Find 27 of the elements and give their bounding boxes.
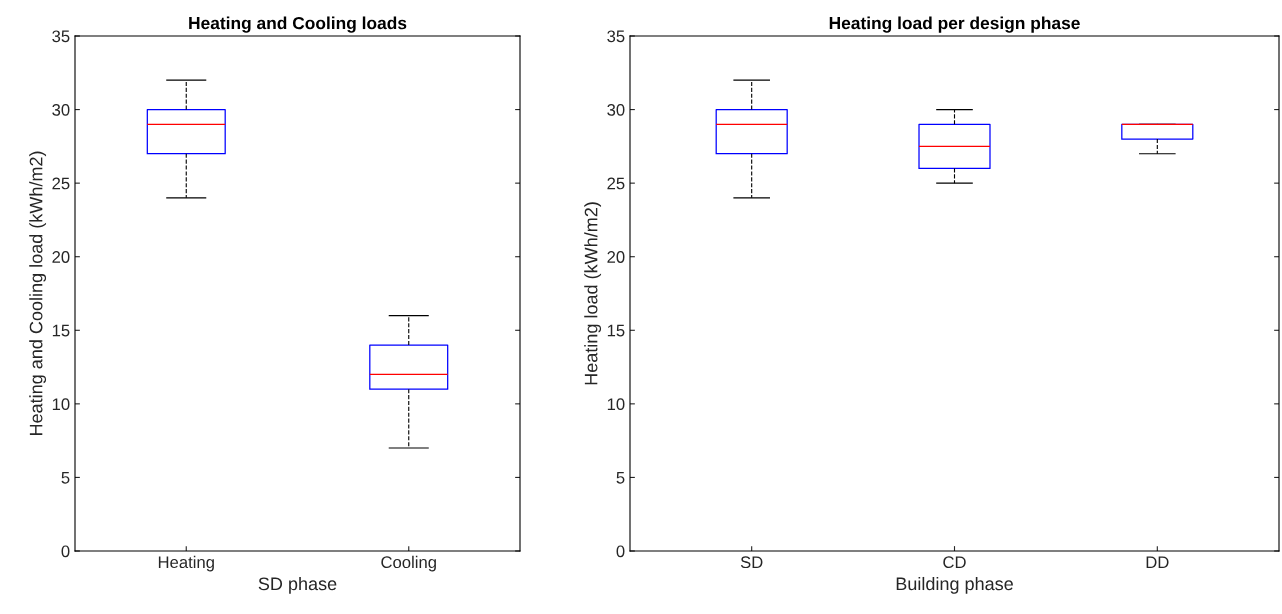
x-tick-label: DD — [1146, 556, 1169, 568]
x-axis-title: Building phase — [896, 576, 1013, 594]
x-tick-label: CD — [943, 556, 966, 569]
chart-title: Heating and Cooling loads — [189, 16, 407, 33]
y-tick-label: 35 — [52, 30, 70, 43]
y-tick-label: 10 — [52, 398, 70, 411]
y-tick-label: 30 — [52, 103, 70, 116]
y-axis-title: Heating load (kWh/m2) — [584, 202, 602, 385]
y-tick-label: 0 — [61, 545, 70, 558]
y-tick-label: 15 — [52, 324, 70, 337]
y-axis-title: Heating and Cooling load (kWh/m2) — [29, 151, 47, 436]
y-tick-label: 15 — [607, 324, 625, 337]
y-tick-label: 5 — [616, 472, 625, 484]
y-tick-label: 20 — [52, 251, 70, 263]
y-tick-label: 10 — [607, 398, 625, 411]
x-tick-label: SD — [740, 556, 763, 569]
y-tick-label: 5 — [61, 472, 70, 484]
x-axis-title: SD phase — [258, 576, 337, 594]
y-tick-label: 0 — [616, 545, 625, 558]
x-tick-label: Cooling — [381, 555, 436, 572]
chart-title: Heating load per design phase — [829, 16, 1080, 33]
y-tick-label: 30 — [607, 103, 625, 116]
y-tick-label: 35 — [607, 30, 625, 43]
y-tick-label: 25 — [607, 177, 625, 190]
y-tick-label: 20 — [607, 251, 625, 263]
x-tick-label: Heating — [158, 555, 214, 572]
y-tick-label: 25 — [52, 177, 70, 190]
